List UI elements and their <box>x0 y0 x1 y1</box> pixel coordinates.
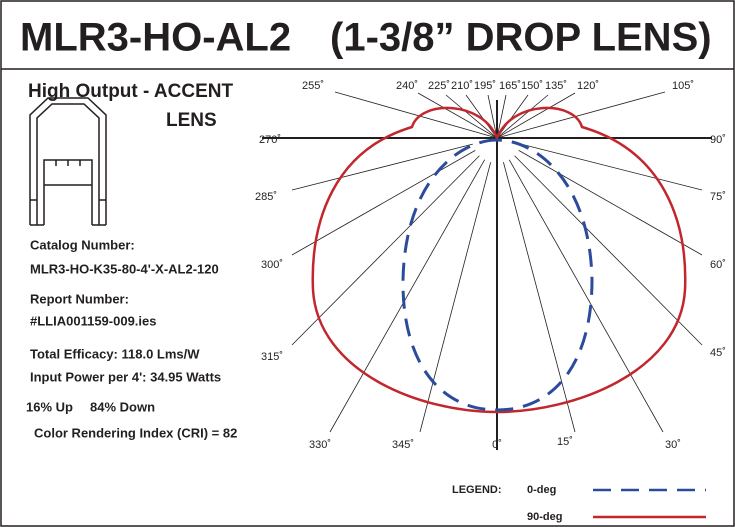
angle-label: 165˚ <box>499 80 521 92</box>
legend-label: 0-deg <box>527 484 556 496</box>
legend-label: 90-deg <box>527 511 562 523</box>
ray <box>487 94 498 139</box>
ray <box>417 92 498 139</box>
ray <box>334 91 498 139</box>
title: MLR3-HO-AL2 <box>20 16 291 60</box>
ray <box>508 159 664 433</box>
angle-label: 195˚ <box>474 80 496 92</box>
angle-label: 105˚ <box>672 80 694 92</box>
angle-label: 270˚ <box>259 134 281 146</box>
ray <box>503 162 576 433</box>
angle-label: 75˚ <box>710 191 726 203</box>
angle-label: 345˚ <box>392 439 414 451</box>
angle-label: 240˚ <box>396 80 418 92</box>
ray <box>514 155 703 346</box>
info-text: 16% Up <box>26 399 73 414</box>
angle-label: 30˚ <box>665 439 681 451</box>
angle-label: 330˚ <box>309 439 331 451</box>
ray <box>445 94 498 139</box>
ray <box>496 94 549 139</box>
angle-label: 255˚ <box>302 80 324 92</box>
info-text: Catalog Number: <box>30 237 135 252</box>
ray <box>518 150 703 256</box>
angle-label: 225˚ <box>428 80 450 92</box>
info-text: Report Number: <box>30 291 129 306</box>
angle-label: 210˚ <box>451 80 473 92</box>
ray <box>291 143 473 191</box>
curve-90-deg <box>311 106 687 414</box>
info-text: MLR3-HO-K35-80-4'-X-AL2-120 <box>30 261 219 276</box>
ray <box>496 91 666 139</box>
angle-label: 45˚ <box>710 347 726 359</box>
ray <box>496 92 576 139</box>
ray <box>521 143 703 191</box>
ray <box>419 162 492 433</box>
ray <box>329 159 486 433</box>
ray <box>465 94 498 139</box>
fixture-icon <box>29 97 107 226</box>
angle-label: 300˚ <box>261 259 283 271</box>
subtitle: High Output - ACCENT <box>28 81 233 102</box>
legend-title: LEGEND: <box>452 484 502 496</box>
angle-label: 0˚ <box>492 439 502 451</box>
angle-label: 135˚ <box>545 80 567 92</box>
curve-0-deg <box>401 138 594 412</box>
info-text: #LLIA001159-009.ies <box>30 313 156 328</box>
ray <box>496 94 507 139</box>
ray <box>496 94 529 139</box>
ray <box>291 155 480 346</box>
angle-label: 60˚ <box>710 259 726 271</box>
angle-label: 15˚ <box>557 436 573 448</box>
angle-label: 90˚ <box>710 134 726 146</box>
info-text: 84% Down <box>90 399 155 414</box>
info-text: Total Efficacy: 118.0 Lms/W <box>30 346 200 361</box>
info-text: Color Rendering Index (CRI) = 82 <box>34 425 237 440</box>
angle-label: 285˚ <box>255 191 277 203</box>
angle-label: 120˚ <box>577 80 599 92</box>
subtitle: LENS <box>166 110 217 131</box>
title-note: (1-3/8” DROP LENS) <box>330 16 712 60</box>
angle-label: 315˚ <box>261 351 283 363</box>
ray <box>291 150 476 256</box>
angle-label: 150˚ <box>521 80 543 92</box>
info-text: Input Power per 4': 34.95 Watts <box>30 369 221 384</box>
